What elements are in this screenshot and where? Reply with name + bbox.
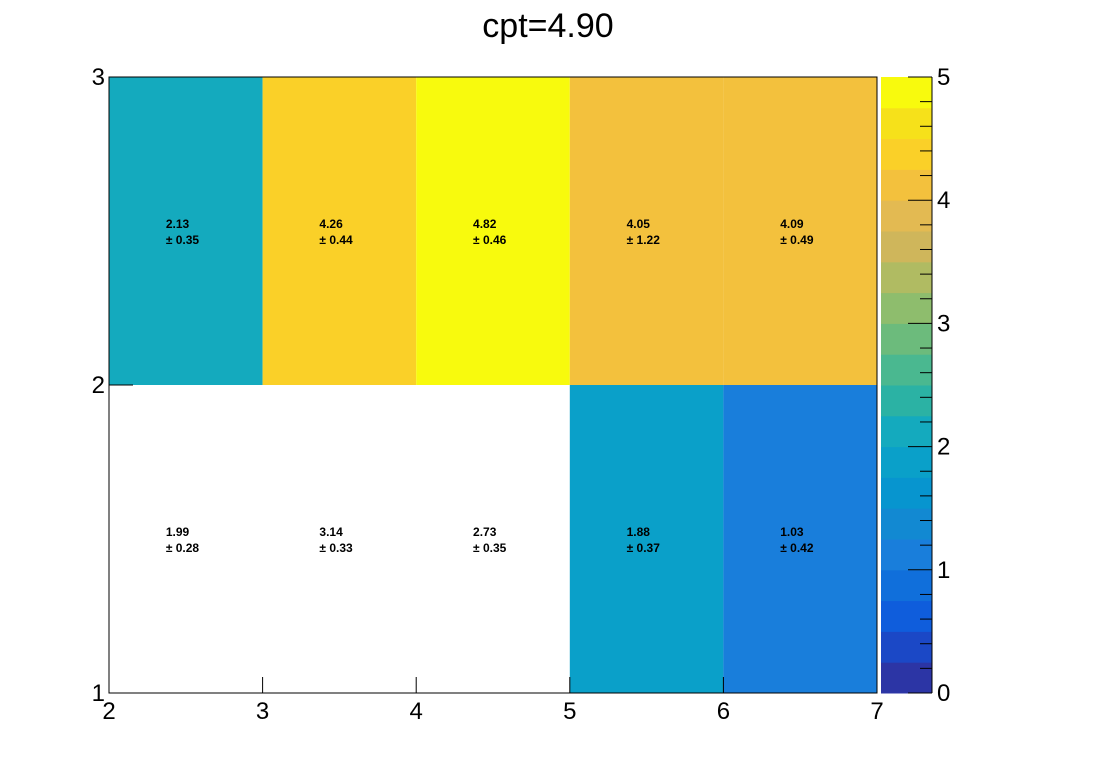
cell-value-label: 4.09 (780, 217, 804, 231)
colorbar-segment (881, 77, 932, 109)
cell-value-label: 2.13 (166, 217, 190, 231)
colorbar-segment (881, 539, 932, 571)
colorbar-segment (881, 600, 932, 632)
colorbar-tick-label: 3 (937, 310, 950, 337)
x-tick-label: 3 (256, 698, 269, 725)
cell-error-label: ± 0.35 (166, 233, 200, 247)
colorbar-segment (881, 508, 932, 540)
colorbar-segment (881, 107, 932, 140)
colorbar-tick-label: 1 (937, 557, 950, 584)
cell-value-label: 1.03 (780, 525, 804, 539)
cell-value-label: 3.14 (319, 525, 343, 539)
cell-value-label: 4.26 (319, 217, 343, 231)
x-tick-label: 6 (717, 698, 730, 725)
colorbar-segment (881, 200, 932, 232)
colorbar-tick-label: 5 (937, 64, 950, 91)
heatmap-cell (569, 77, 724, 385)
cell-value-label: 4.82 (473, 217, 497, 231)
colorbar-segment (881, 169, 932, 201)
heatmap-cell (723, 385, 877, 693)
x-tick-label: 5 (563, 698, 576, 725)
colorbar-segment (881, 569, 932, 602)
cell-error-label: ± 0.28 (166, 541, 200, 555)
colorbar-segment (881, 631, 932, 663)
colorbar-segment (881, 415, 932, 448)
colorbar-tick-label: 4 (937, 187, 950, 214)
colorbar-segment (881, 385, 932, 417)
colorbar-segment (881, 323, 932, 355)
color-scale: 0 1 2 3 4 5 (881, 64, 950, 707)
y-tick-label: 1 (92, 680, 105, 707)
colorbar-segment (881, 354, 932, 386)
colorbar-segment (881, 231, 932, 263)
heatmap-cell (569, 385, 724, 693)
cell-value-label: 2.73 (473, 525, 497, 539)
cell-error-label: ± 0.44 (319, 233, 353, 247)
colorbar-segment (881, 138, 932, 170)
cell-error-label: ± 1.22 (627, 233, 661, 247)
cell-labels: 1.99 ± 0.28 3.14 ± 0.33 2.73 ± 0.35 1.88 ± 0.37… (166, 217, 814, 555)
cell-error-label: ± 0.33 (319, 541, 353, 555)
colorbar-tick-label: 2 (937, 434, 950, 461)
chart-title: cpt=4.90 (482, 7, 613, 45)
cell-value-label: 1.99 (166, 525, 190, 539)
colorbar-segment (881, 662, 932, 694)
cell-error-label: ± 0.42 (780, 541, 814, 555)
colorbar-tick-label: 0 (937, 680, 950, 707)
cell-error-label: ± 0.46 (473, 233, 507, 247)
cell-value-label: 4.05 (627, 217, 651, 231)
cell-error-label: ± 0.37 (627, 541, 661, 555)
y-tick-label: 3 (92, 64, 105, 91)
x-tick-label: 2 (102, 698, 115, 725)
x-tick-label: 4 (410, 698, 423, 725)
heatmap-cell (109, 77, 263, 385)
cell-value-label: 1.88 (627, 525, 651, 539)
heatmap-cell (723, 77, 877, 385)
heatmap-cell (262, 77, 417, 385)
colorbar-segment (881, 292, 932, 324)
heatmap-cells (109, 77, 877, 693)
cell-error-label: ± 0.35 (473, 541, 507, 555)
x-tick-label: 7 (870, 698, 883, 725)
colorbar-segment (881, 446, 932, 478)
colorbar-segment (881, 477, 932, 509)
colorbar-segment (881, 261, 932, 294)
cell-error-label: ± 0.49 (780, 233, 814, 247)
y-tick-label: 2 (92, 372, 105, 399)
heatmap-cell (416, 77, 570, 385)
